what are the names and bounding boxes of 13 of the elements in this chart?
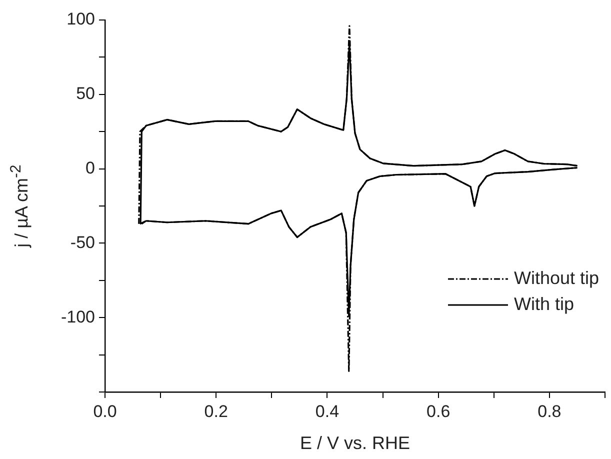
x-tick-label: 0.6 [426,402,450,421]
y-tick-label: -50 [70,232,95,252]
x-tick-label: 0.2 [204,402,228,421]
x-axis-title: E / V vs. RHE [300,433,410,454]
x-tick-label: 0.0 [93,402,117,421]
y-tick-label: 50 [76,84,95,104]
y-tick-label: 100 [66,10,95,29]
x-tick-label: 0.4 [315,402,340,421]
x-tick-label: 0.8 [538,402,562,421]
legend-label: Without tip [514,268,599,290]
y-tick-label: -100 [60,307,95,326]
legend-label: With tip [514,294,574,316]
y-tick-label: 0 [86,158,95,178]
